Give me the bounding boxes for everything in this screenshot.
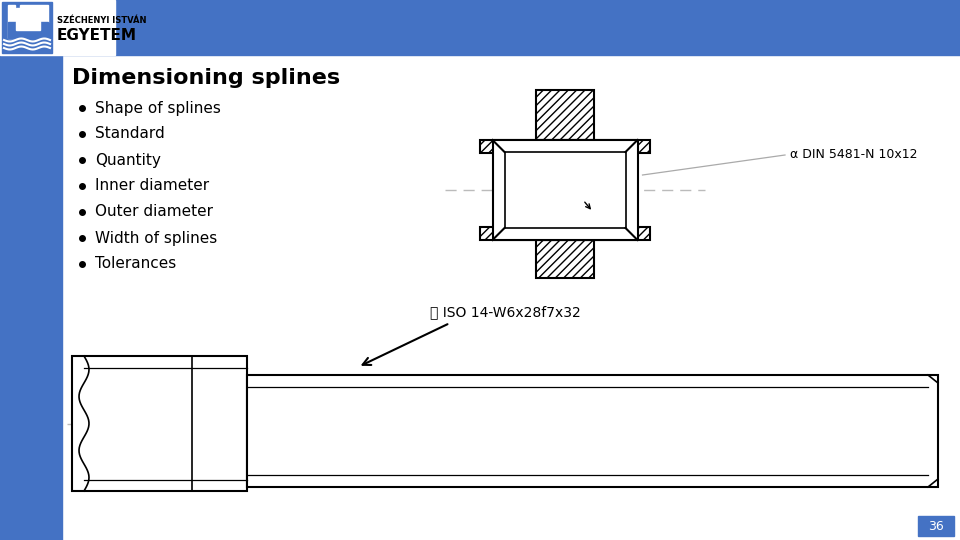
Bar [0,55,62,540]
Bar [918,516,954,536]
Polygon shape [8,22,48,38]
Text: ⍺ DIN 5481-N 10x12: ⍺ DIN 5481-N 10x12 [790,148,918,161]
Polygon shape [8,5,15,38]
Text: Standard: Standard [95,126,165,141]
Text: Shape of splines: Shape of splines [95,100,221,116]
Bar [72,356,247,491]
Bar [247,375,938,487]
Text: Outer diameter: Outer diameter [95,205,213,219]
Text: Width of splines: Width of splines [95,231,217,246]
Bar [480,227,650,240]
Bar [480,140,650,153]
Polygon shape [20,5,48,22]
Text: 36: 36 [928,519,944,532]
Text: Tolerances: Tolerances [95,256,177,272]
Bar [492,140,637,240]
Bar [0,0,960,55]
Polygon shape [16,8,40,30]
Bar [536,240,594,278]
Bar [2,2,52,53]
Bar [536,90,594,140]
Bar [480,140,650,153]
Bar [536,240,594,278]
Text: Inner diameter: Inner diameter [95,179,209,193]
Bar [505,152,626,228]
Bar [0,0,115,55]
Bar [480,227,650,240]
Text: SZÉCHENYI ISTVÁN: SZÉCHENYI ISTVÁN [57,16,147,25]
Text: ⍿ ISO 14-W6x28f7x32: ⍿ ISO 14-W6x28f7x32 [430,305,581,319]
Text: EGYETEM: EGYETEM [57,28,137,43]
Text: Dimensioning splines: Dimensioning splines [72,68,340,88]
Text: Quantity: Quantity [95,152,161,167]
Bar [536,90,594,140]
